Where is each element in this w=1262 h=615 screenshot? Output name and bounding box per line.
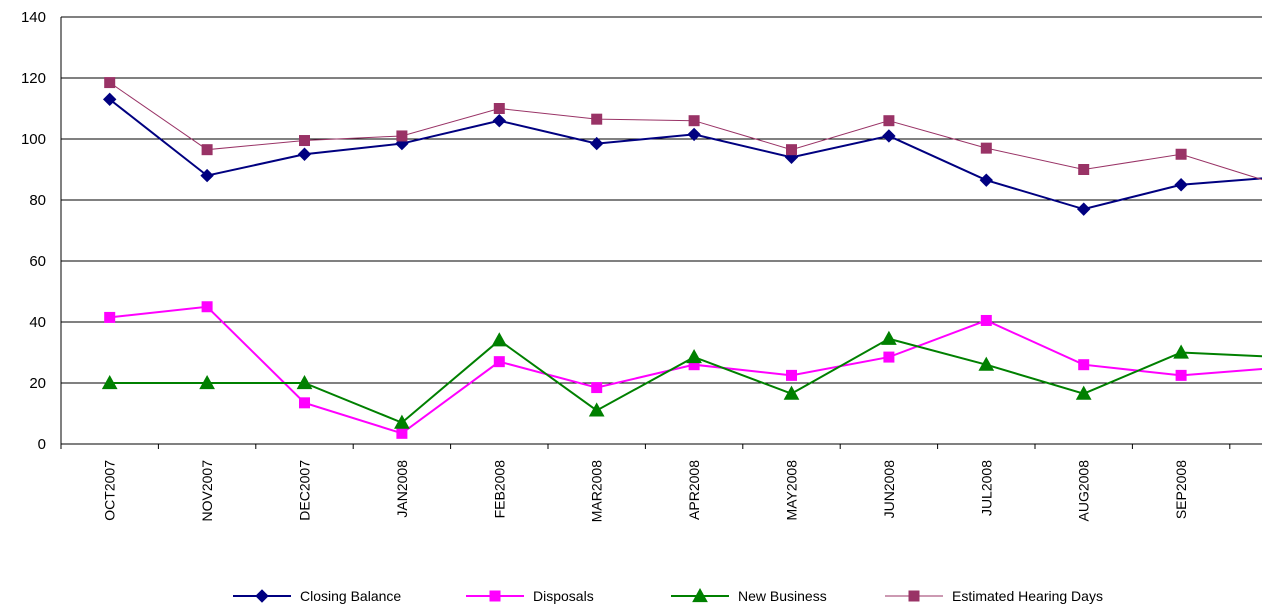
data-point-estimated-hearing-days (1078, 164, 1090, 175)
data-point-disposals (1078, 359, 1090, 371)
data-point-estimated-hearing-days (104, 77, 116, 89)
data-point-estimated-hearing-days (688, 115, 700, 127)
y-tick-label: 80 (29, 192, 46, 209)
data-point-estimated-hearing-days (299, 135, 310, 147)
legend-swatch-marker (255, 589, 269, 603)
x-tick-label-aug2008: AUG2008 (1076, 460, 1092, 522)
grid-layer (61, 16, 1262, 384)
legend-swatch-marker (489, 590, 501, 602)
data-point-disposals (493, 356, 505, 368)
series-estimated-hearing-days (104, 77, 1262, 181)
data-point-closing-balance (102, 92, 117, 107)
data-point-closing-balance (297, 147, 312, 161)
data-point-estimated-hearing-days (1175, 148, 1187, 160)
axis-layer: 0 20 40 60 80 100 120 140 OCT2007 NOV2007 DEC2007 J… (21, 9, 1262, 522)
data-point-closing-balance (492, 113, 507, 128)
legend-label: Estimated Hearing Days (952, 588, 1103, 604)
data-point-closing-balance (200, 168, 214, 183)
data-point-new-business (199, 374, 215, 390)
legend-label: Closing Balance (300, 588, 401, 604)
y-tick-label: 20 (29, 375, 46, 392)
data-point-new-business (686, 349, 702, 364)
series-closing-balance (102, 92, 1262, 216)
x-tick-label-may2008: MAY2008 (784, 460, 800, 521)
data-point-new-business (296, 374, 313, 390)
data-point-new-business (588, 402, 605, 417)
data-point-new-business (881, 330, 897, 345)
legend-label: Disposals (533, 588, 594, 604)
data-point-new-business (1075, 385, 1092, 400)
x-tick-label-jul2008: JUL2008 (978, 460, 994, 516)
data-point-disposals (980, 314, 992, 326)
data-point-disposals (104, 311, 116, 323)
data-point-estimated-hearing-days (980, 142, 992, 154)
y-tick-label: 60 (29, 253, 46, 270)
data-point-disposals (201, 301, 213, 313)
series-line-closing-balance (109, 98, 1262, 211)
data-point-closing-balance (1076, 202, 1091, 216)
legend-label: New Business (738, 588, 827, 604)
data-point-estimated-hearing-days (786, 144, 797, 156)
y-tick-label: 140 (21, 9, 46, 26)
data-point-new-business (491, 332, 508, 347)
x-tick-label-oct2007: OCT2007 (102, 460, 118, 521)
data-point-closing-balance (979, 173, 994, 187)
legend: Closing Balance Disposals New Business Esti… (233, 587, 1103, 604)
data-point-closing-balance (882, 129, 896, 143)
data-point-new-business (783, 385, 800, 400)
data-point-new-business (394, 414, 410, 429)
x-tick-label-nov2007: NOV2007 (199, 460, 215, 522)
data-point-disposals (883, 351, 895, 363)
series-disposals (104, 301, 1262, 439)
legend-swatch-marker (908, 590, 920, 602)
data-point-estimated-hearing-days (201, 144, 213, 156)
legend-item-closing-balance: Closing Balance (233, 588, 401, 604)
data-point-estimated-hearing-days (591, 113, 603, 125)
data-point-disposals (396, 427, 408, 439)
y-tick-label: 120 (21, 70, 46, 87)
legend-swatch-marker (692, 587, 708, 603)
data-point-closing-balance (589, 136, 604, 151)
data-point-disposals (299, 397, 310, 409)
y-tick-label: 100 (21, 131, 46, 148)
y-tick-label: 0 (38, 436, 46, 453)
data-point-estimated-hearing-days (493, 103, 505, 114)
x-tick-label-sep2008: SEP2008 (1173, 460, 1189, 519)
series-new-business (101, 330, 1262, 429)
data-point-new-business (978, 356, 995, 371)
x-tick-label-feb2008: FEB2008 (491, 460, 507, 519)
data-point-new-business (1173, 344, 1189, 359)
x-tick-label-dec2007: DEC2007 (297, 460, 313, 521)
data-point-estimated-hearing-days (883, 115, 895, 127)
x-tick-label-jun2008: JUN2008 (881, 460, 897, 519)
x-tick-label-jan2008: JAN2008 (394, 460, 410, 518)
x-tick-label-mar2008: MAR2008 (589, 460, 605, 522)
y-tick-label: 40 (29, 314, 46, 331)
legend-item-new-business: New Business (671, 587, 827, 604)
data-point-estimated-hearing-days (396, 130, 408, 142)
data-point-closing-balance (1174, 178, 1188, 192)
series-layer (101, 77, 1262, 439)
data-point-closing-balance (687, 127, 701, 142)
legend-item-estimated-hearing-days: Estimated Hearing Days (885, 588, 1103, 604)
data-point-disposals (1175, 369, 1187, 381)
x-tick-label-apr2008: APR2008 (686, 460, 702, 520)
data-point-new-business (101, 374, 118, 390)
data-point-disposals (786, 369, 797, 381)
legend-item-disposals: Disposals (466, 588, 594, 604)
data-point-disposals (591, 382, 603, 394)
